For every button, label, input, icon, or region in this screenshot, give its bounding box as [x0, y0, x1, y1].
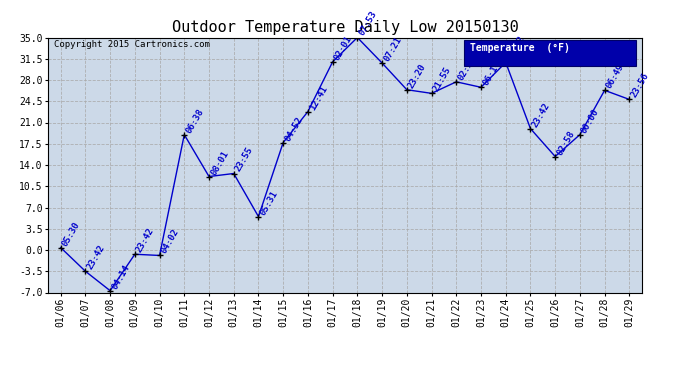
- Text: 07:21: 07:21: [382, 35, 404, 63]
- Text: 02:01: 02:01: [333, 34, 354, 62]
- Text: 23:42: 23:42: [135, 226, 156, 254]
- Text: 23:55: 23:55: [234, 146, 255, 174]
- Text: 08:01: 08:01: [209, 149, 230, 177]
- Text: Copyright 2015 Cartronics.com: Copyright 2015 Cartronics.com: [55, 40, 210, 49]
- Text: 06:38: 06:38: [184, 107, 206, 135]
- Text: 12:41: 12:41: [308, 84, 329, 112]
- Text: 23:56: 23:56: [629, 72, 651, 99]
- Text: 23:42: 23:42: [86, 243, 107, 271]
- Title: Outdoor Temperature Daily Low 20150130: Outdoor Temperature Daily Low 20150130: [172, 20, 518, 35]
- Text: Temperature  (°F): Temperature (°F): [470, 43, 569, 52]
- Text: 02:29: 02:29: [456, 54, 477, 82]
- Text: 21:55: 21:55: [431, 66, 453, 93]
- FancyBboxPatch shape: [464, 40, 635, 66]
- Text: 06:49: 06:49: [604, 63, 626, 90]
- Text: 00:12: 00:12: [506, 34, 527, 62]
- Text: 04:52: 04:52: [283, 115, 304, 142]
- Text: 05:30: 05:30: [61, 220, 82, 248]
- Text: 02:58: 02:58: [555, 129, 576, 156]
- Text: 00:00: 00:00: [580, 107, 601, 135]
- Text: 04:14: 04:14: [110, 263, 131, 291]
- Text: 06:14: 06:14: [481, 60, 502, 87]
- Text: 23:42: 23:42: [531, 101, 552, 129]
- Text: 23:20: 23:20: [407, 62, 428, 90]
- Text: 07:53: 07:53: [357, 10, 379, 38]
- Text: 05:31: 05:31: [259, 189, 279, 217]
- Text: 04:02: 04:02: [159, 228, 181, 255]
